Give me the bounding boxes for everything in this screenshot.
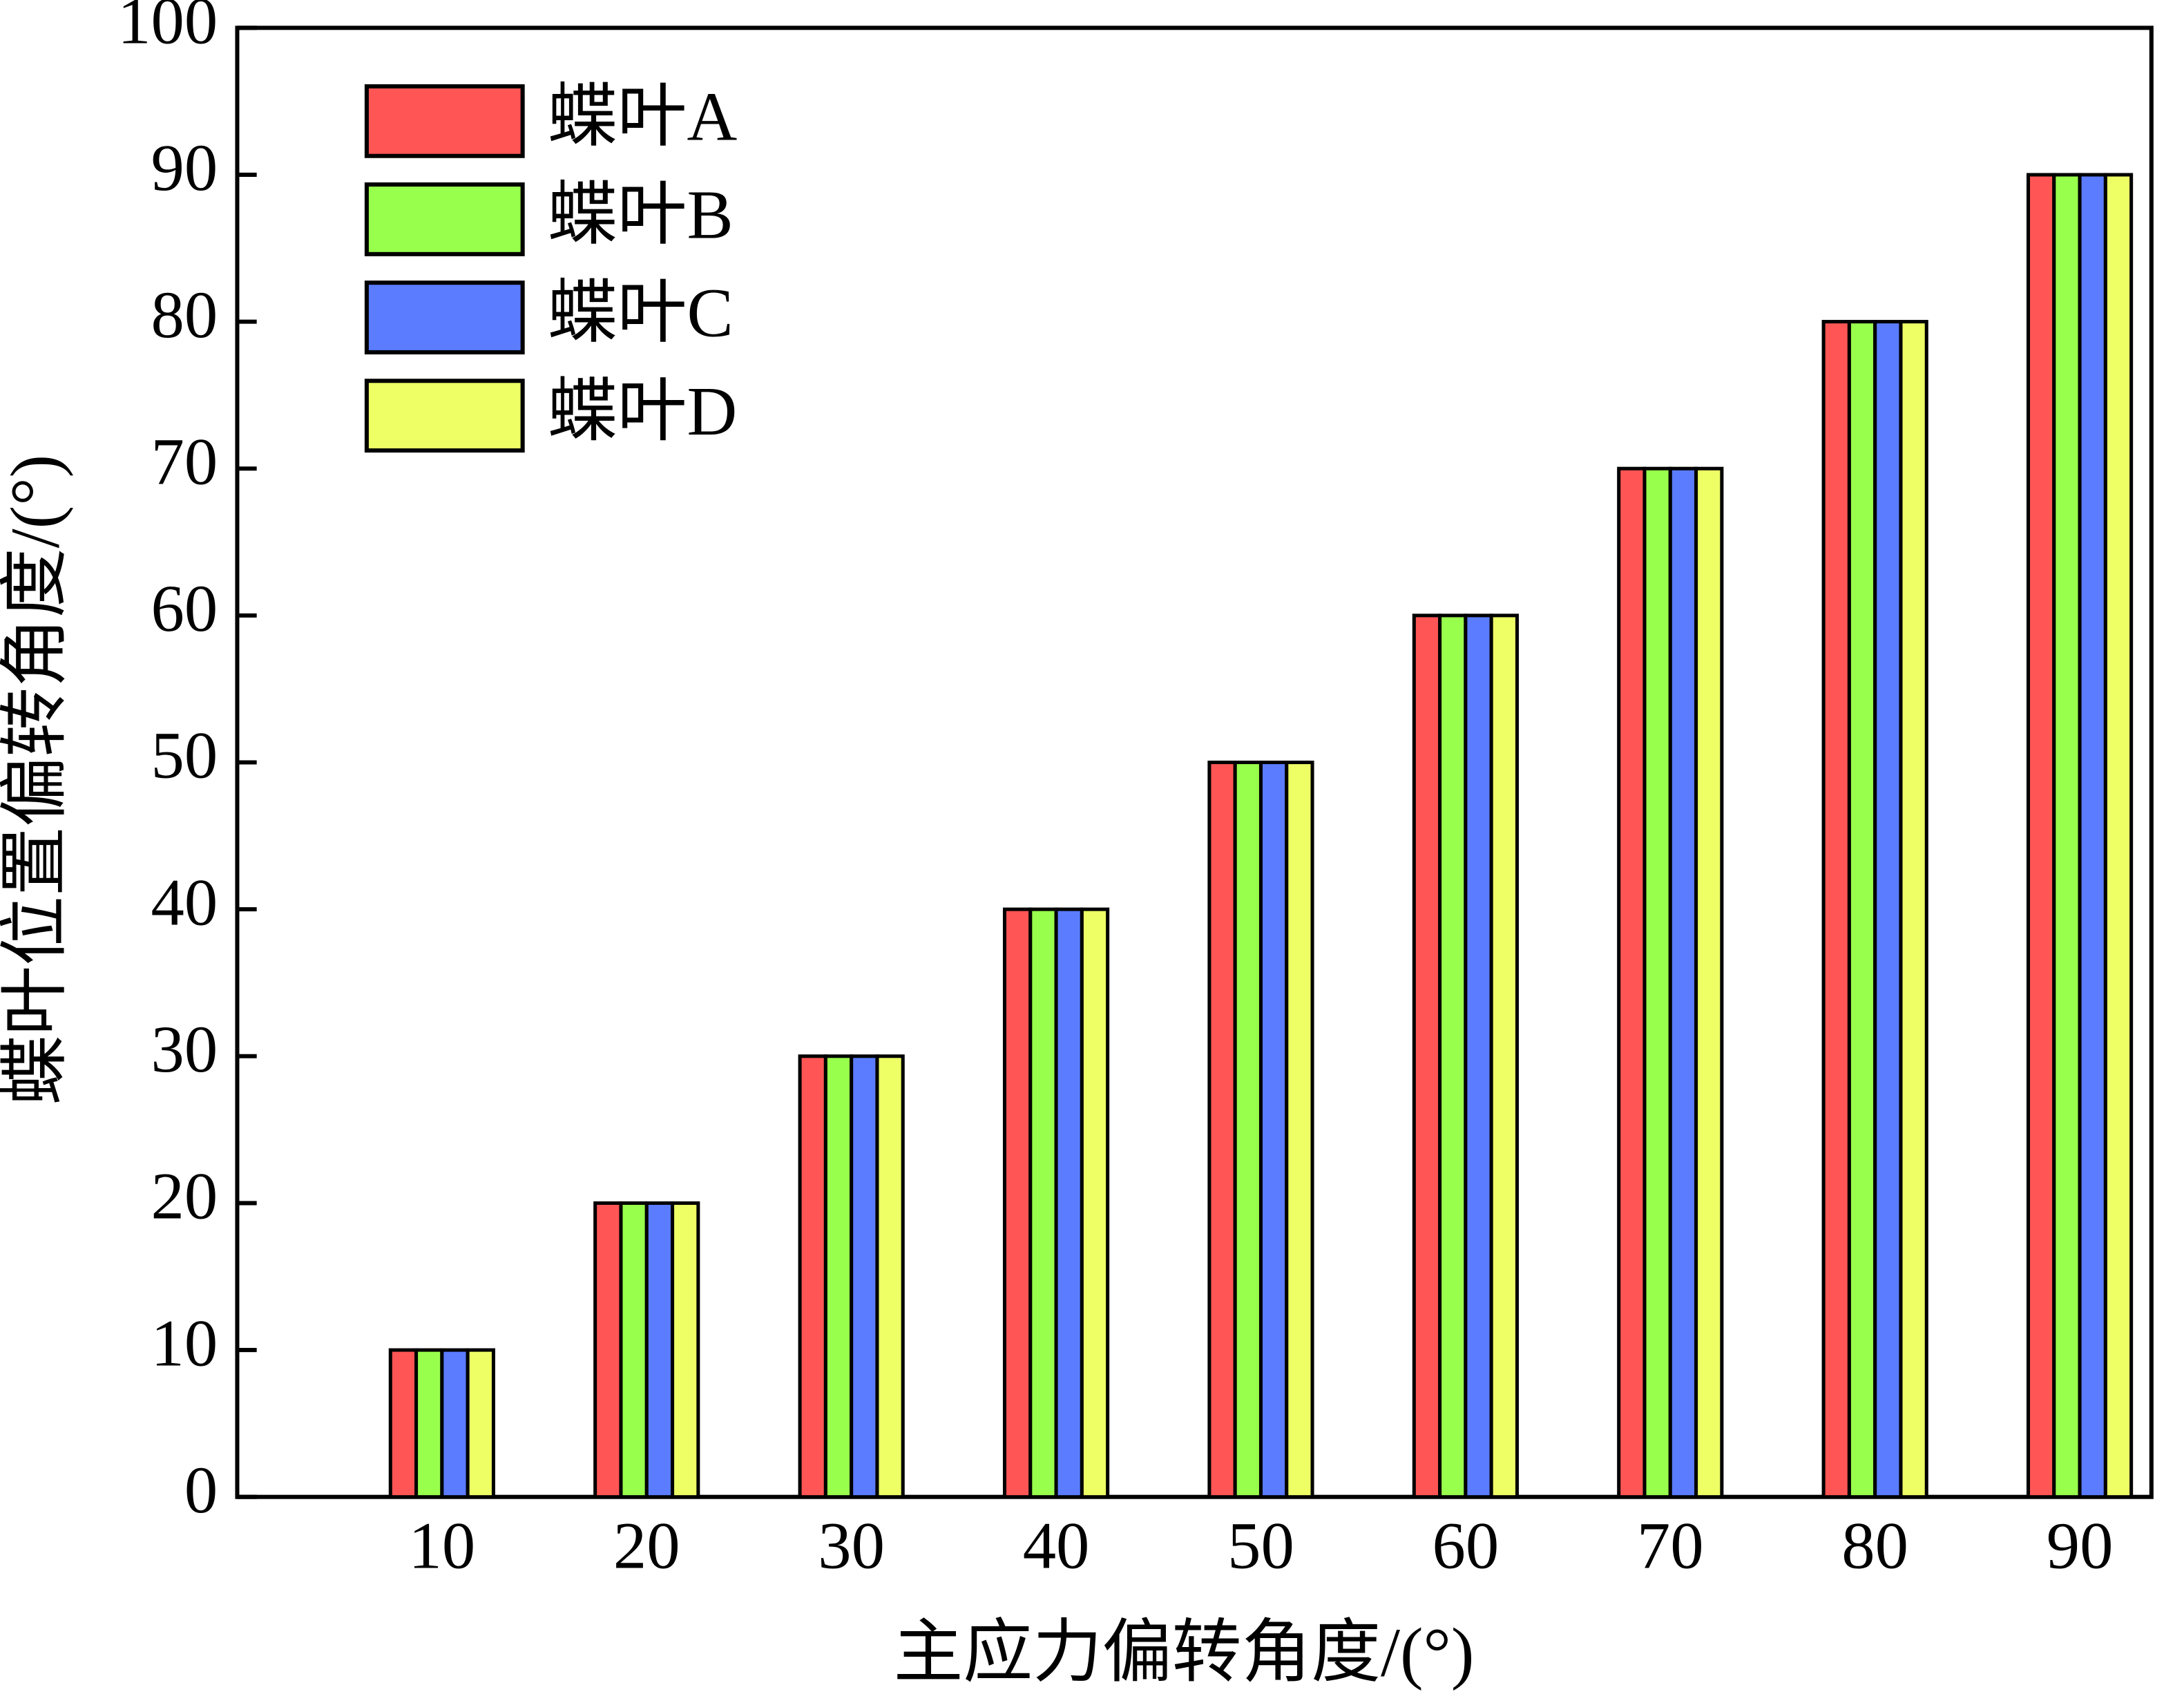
bar	[1464, 613, 1493, 1499]
bar	[644, 1201, 675, 1499]
bar	[1668, 466, 1698, 1499]
bar	[671, 1201, 700, 1499]
bar	[850, 1054, 879, 1499]
y-tick-label: 0	[184, 1453, 218, 1527]
bar	[1412, 613, 1442, 1499]
x-axis-label: 主应力偏转角度/(°)	[894, 1614, 1475, 1691]
y-tick-label: 40	[151, 865, 218, 939]
bar	[1080, 907, 1110, 1499]
x-tick-label: 40	[1023, 1509, 1090, 1583]
bar	[1821, 320, 1851, 1499]
bar	[1617, 466, 1647, 1499]
bar	[1847, 320, 1877, 1499]
bar	[1207, 760, 1237, 1499]
bar	[388, 1348, 419, 1499]
y-tick-label: 30	[151, 1012, 218, 1086]
y-tick-label: 20	[151, 1159, 218, 1233]
bar	[2078, 173, 2107, 1499]
x-tick-label: 20	[613, 1509, 680, 1583]
x-tick-label: 90	[2047, 1509, 2114, 1583]
y-tick-label: 50	[151, 719, 218, 792]
x-tick-label: 30	[818, 1509, 885, 1583]
y-axis-label: 蝶叶位置偏转角度/(°)	[0, 455, 73, 1105]
y-tick-label: 80	[151, 278, 218, 352]
x-tick-label: 10	[408, 1509, 475, 1583]
y-tick-label: 90	[151, 131, 218, 204]
x-tick-label: 70	[1637, 1509, 1704, 1583]
legend-label: 蝶叶C	[548, 274, 734, 352]
legend-label: 蝶叶A	[548, 78, 738, 155]
legend-swatch	[364, 182, 525, 256]
bar	[593, 1201, 623, 1499]
bar	[1233, 760, 1263, 1499]
bar	[619, 1201, 649, 1499]
bar	[1002, 907, 1033, 1499]
bar	[1642, 466, 1672, 1499]
legend-swatch	[364, 280, 525, 354]
bar	[1258, 760, 1289, 1499]
bar	[798, 1054, 827, 1499]
legend-swatch	[364, 84, 525, 158]
bar	[1285, 760, 1314, 1499]
bar	[1489, 613, 1519, 1499]
legend-label: 蝶叶D	[548, 372, 737, 450]
bar	[1873, 320, 1903, 1499]
bar	[1438, 613, 1468, 1499]
bar	[2052, 173, 2082, 1499]
y-tick-label: 60	[151, 571, 218, 645]
y-tick-label: 10	[151, 1306, 218, 1380]
bar	[1054, 907, 1084, 1499]
y-tick-label: 100	[117, 0, 218, 58]
bar	[1899, 320, 1928, 1499]
x-tick-label: 50	[1227, 1509, 1294, 1583]
bar	[2103, 173, 2134, 1499]
x-tick-label: 60	[1433, 1509, 1500, 1583]
legend-swatch	[364, 379, 525, 453]
bar	[466, 1348, 495, 1499]
y-tick-label: 70	[151, 424, 218, 498]
bar	[2026, 173, 2056, 1499]
bar	[1694, 466, 1724, 1499]
bar	[823, 1054, 854, 1499]
bar	[875, 1054, 905, 1499]
bar	[440, 1348, 470, 1499]
bar	[414, 1348, 444, 1499]
x-tick-label: 80	[1841, 1509, 1908, 1583]
bar	[1028, 907, 1058, 1499]
legend-label: 蝶叶B	[548, 176, 734, 254]
